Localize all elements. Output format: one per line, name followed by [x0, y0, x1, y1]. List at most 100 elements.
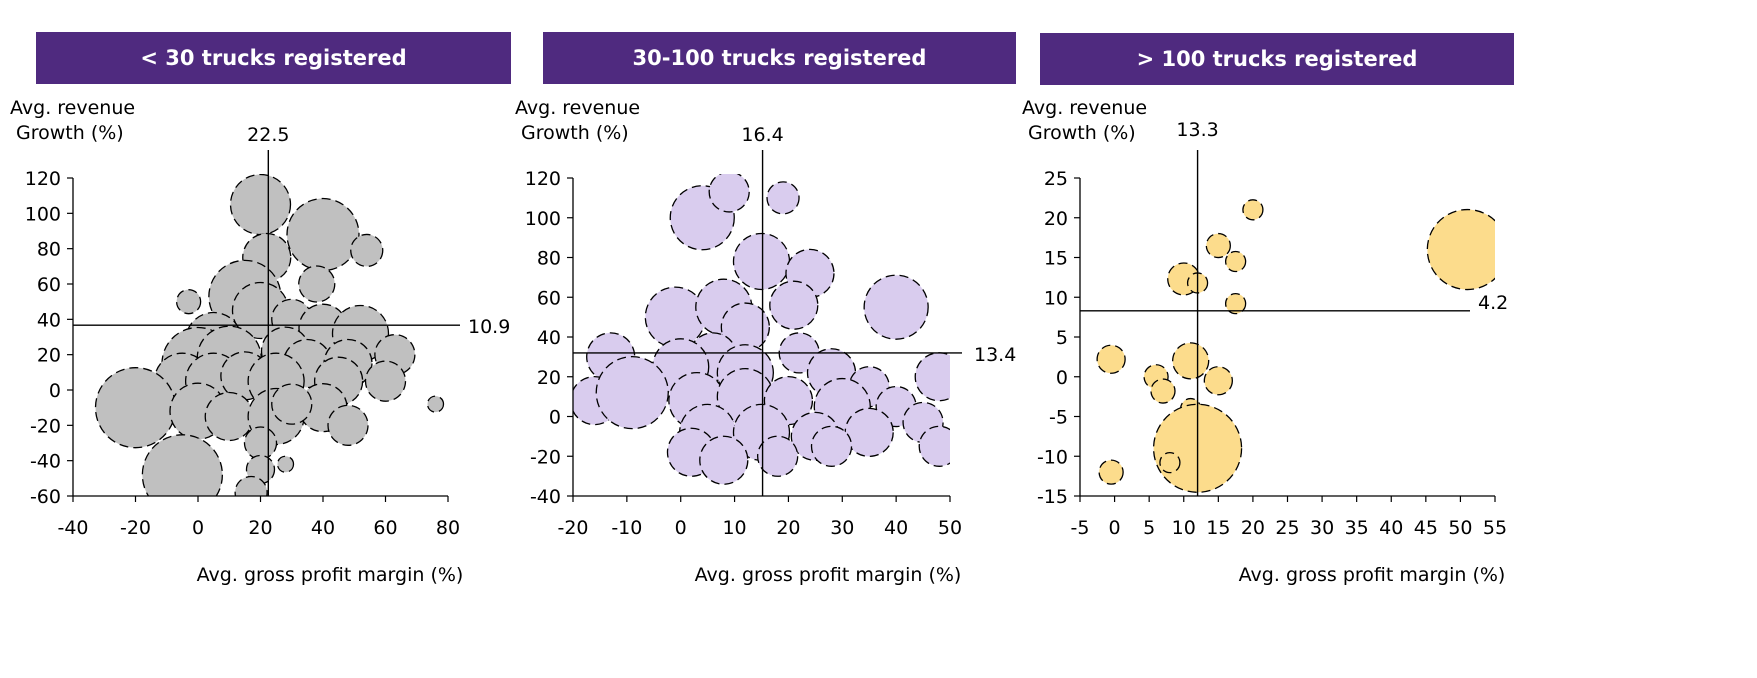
- reference-x-label: 22.5: [247, 124, 289, 146]
- bubble: [1224, 250, 1247, 273]
- y-tick-label: 0: [49, 380, 61, 402]
- y-axis-title-line1: Avg. revenue: [515, 97, 640, 119]
- bubble: [1096, 344, 1126, 374]
- bubble: [769, 280, 819, 330]
- x-tick-label: 50: [938, 517, 962, 539]
- x-tick-label: 30: [1310, 517, 1334, 539]
- x-tick-label: 0: [192, 517, 204, 539]
- y-tick-label: 100: [25, 203, 61, 225]
- x-tick-label: 0: [675, 517, 687, 539]
- x-tick-label: -10: [611, 517, 642, 539]
- y-tick-label: 80: [537, 248, 561, 270]
- y-tick-label: 20: [1044, 208, 1068, 230]
- x-axis-title: Avg. gross profit margin (%): [1239, 564, 1506, 586]
- bubble: [720, 302, 770, 352]
- bubble: [204, 391, 254, 442]
- bubble: [141, 434, 224, 496]
- y-tick-label: 120: [25, 168, 61, 190]
- y-tick-label: 40: [537, 327, 561, 349]
- y-tick-label: -5: [1049, 407, 1068, 429]
- bubble: [286, 197, 360, 272]
- x-tick-label: 10: [1172, 517, 1196, 539]
- reference-x-label: 13.3: [1176, 119, 1218, 141]
- bubble: [1150, 378, 1176, 404]
- x-tick-label: 20: [776, 517, 800, 539]
- panel-title: < 30 trucks registered: [140, 46, 407, 70]
- bubble: [175, 289, 202, 315]
- bubble: [863, 274, 929, 340]
- y-tick-label: 0: [1056, 367, 1068, 389]
- y-tick-label: 15: [1044, 248, 1068, 270]
- x-tick-label: 25: [1275, 517, 1299, 539]
- bubble: [1203, 366, 1233, 396]
- bubble: [1172, 342, 1210, 380]
- x-tick-label: 20: [1241, 517, 1265, 539]
- bubble: [766, 181, 800, 215]
- x-tick-label: 30: [830, 517, 854, 539]
- x-tick-label: 80: [436, 517, 460, 539]
- x-tick-label: -20: [557, 517, 588, 539]
- bubble: [914, 352, 950, 402]
- x-tick-label: 45: [1414, 517, 1438, 539]
- x-axis-title: Avg. gross profit margin (%): [197, 564, 464, 586]
- y-axis-title-line2: Growth (%): [1028, 122, 1136, 144]
- bubble: [708, 174, 750, 213]
- bubble: [844, 407, 894, 458]
- x-tick-label: 10: [722, 517, 746, 539]
- y-tick-label: 20: [37, 345, 61, 367]
- x-tick-label: -20: [120, 517, 151, 539]
- x-tick-label: 40: [311, 517, 335, 539]
- y-axis-title-line2: Growth (%): [16, 122, 124, 144]
- y-tick-label: -20: [530, 446, 561, 468]
- y-tick-label: 120: [525, 168, 561, 190]
- bubble: [757, 435, 799, 477]
- panel-header-large-fleet: > 100 trucks registered: [1040, 33, 1514, 85]
- x-tick-label: 40: [1379, 517, 1403, 539]
- bubble: [271, 383, 313, 425]
- bubble-group: [573, 174, 950, 485]
- bubble: [810, 425, 853, 467]
- panel-title: 30-100 trucks registered: [632, 46, 927, 70]
- y-tick-label: 60: [37, 274, 61, 296]
- y-tick-label: 100: [525, 208, 561, 230]
- panel-header-small-fleet: < 30 trucks registered: [36, 32, 511, 84]
- y-tick-label: -40: [530, 486, 561, 508]
- bubble: [1205, 232, 1231, 259]
- bubble: [1159, 451, 1181, 474]
- y-tick-label: 0: [549, 407, 561, 429]
- bubble-group: [94, 174, 445, 496]
- bubble: [94, 367, 177, 449]
- bubble: [1242, 199, 1264, 221]
- bubble: [732, 232, 791, 291]
- y-tick-label: -60: [30, 486, 61, 508]
- bubble: [1098, 459, 1124, 485]
- x-tick-label: 35: [1345, 517, 1369, 539]
- x-tick-label: 0: [1109, 517, 1121, 539]
- y-tick-label: -20: [30, 415, 61, 437]
- bubble: [595, 355, 669, 430]
- bubble: [918, 425, 950, 467]
- x-tick-label: 55: [1483, 517, 1507, 539]
- panel-title: > 100 trucks registered: [1136, 47, 1418, 71]
- bubble: [229, 174, 292, 236]
- y-tick-label: 20: [537, 367, 561, 389]
- x-tick-label: 60: [373, 517, 397, 539]
- y-tick-label: 10: [1044, 287, 1068, 309]
- x-axis-title: Avg. gross profit margin (%): [695, 564, 962, 586]
- y-axis-title-line1: Avg. revenue: [10, 97, 135, 119]
- reference-y-label: 10.9: [468, 316, 510, 338]
- y-tick-label: 40: [37, 309, 61, 331]
- bubble: [327, 404, 369, 446]
- y-tick-label: 60: [537, 287, 561, 309]
- reference-x-label: 16.4: [741, 124, 783, 146]
- x-tick-label: 40: [884, 517, 908, 539]
- bubble: [1426, 208, 1495, 291]
- x-tick-label: -40: [57, 517, 88, 539]
- y-tick-label: -10: [1037, 446, 1068, 468]
- y-tick-label: -15: [1037, 486, 1068, 508]
- bubble: [234, 475, 268, 496]
- panel-header-mid-fleet: 30-100 trucks registered: [543, 32, 1016, 84]
- y-tick-label: 5: [1056, 327, 1068, 349]
